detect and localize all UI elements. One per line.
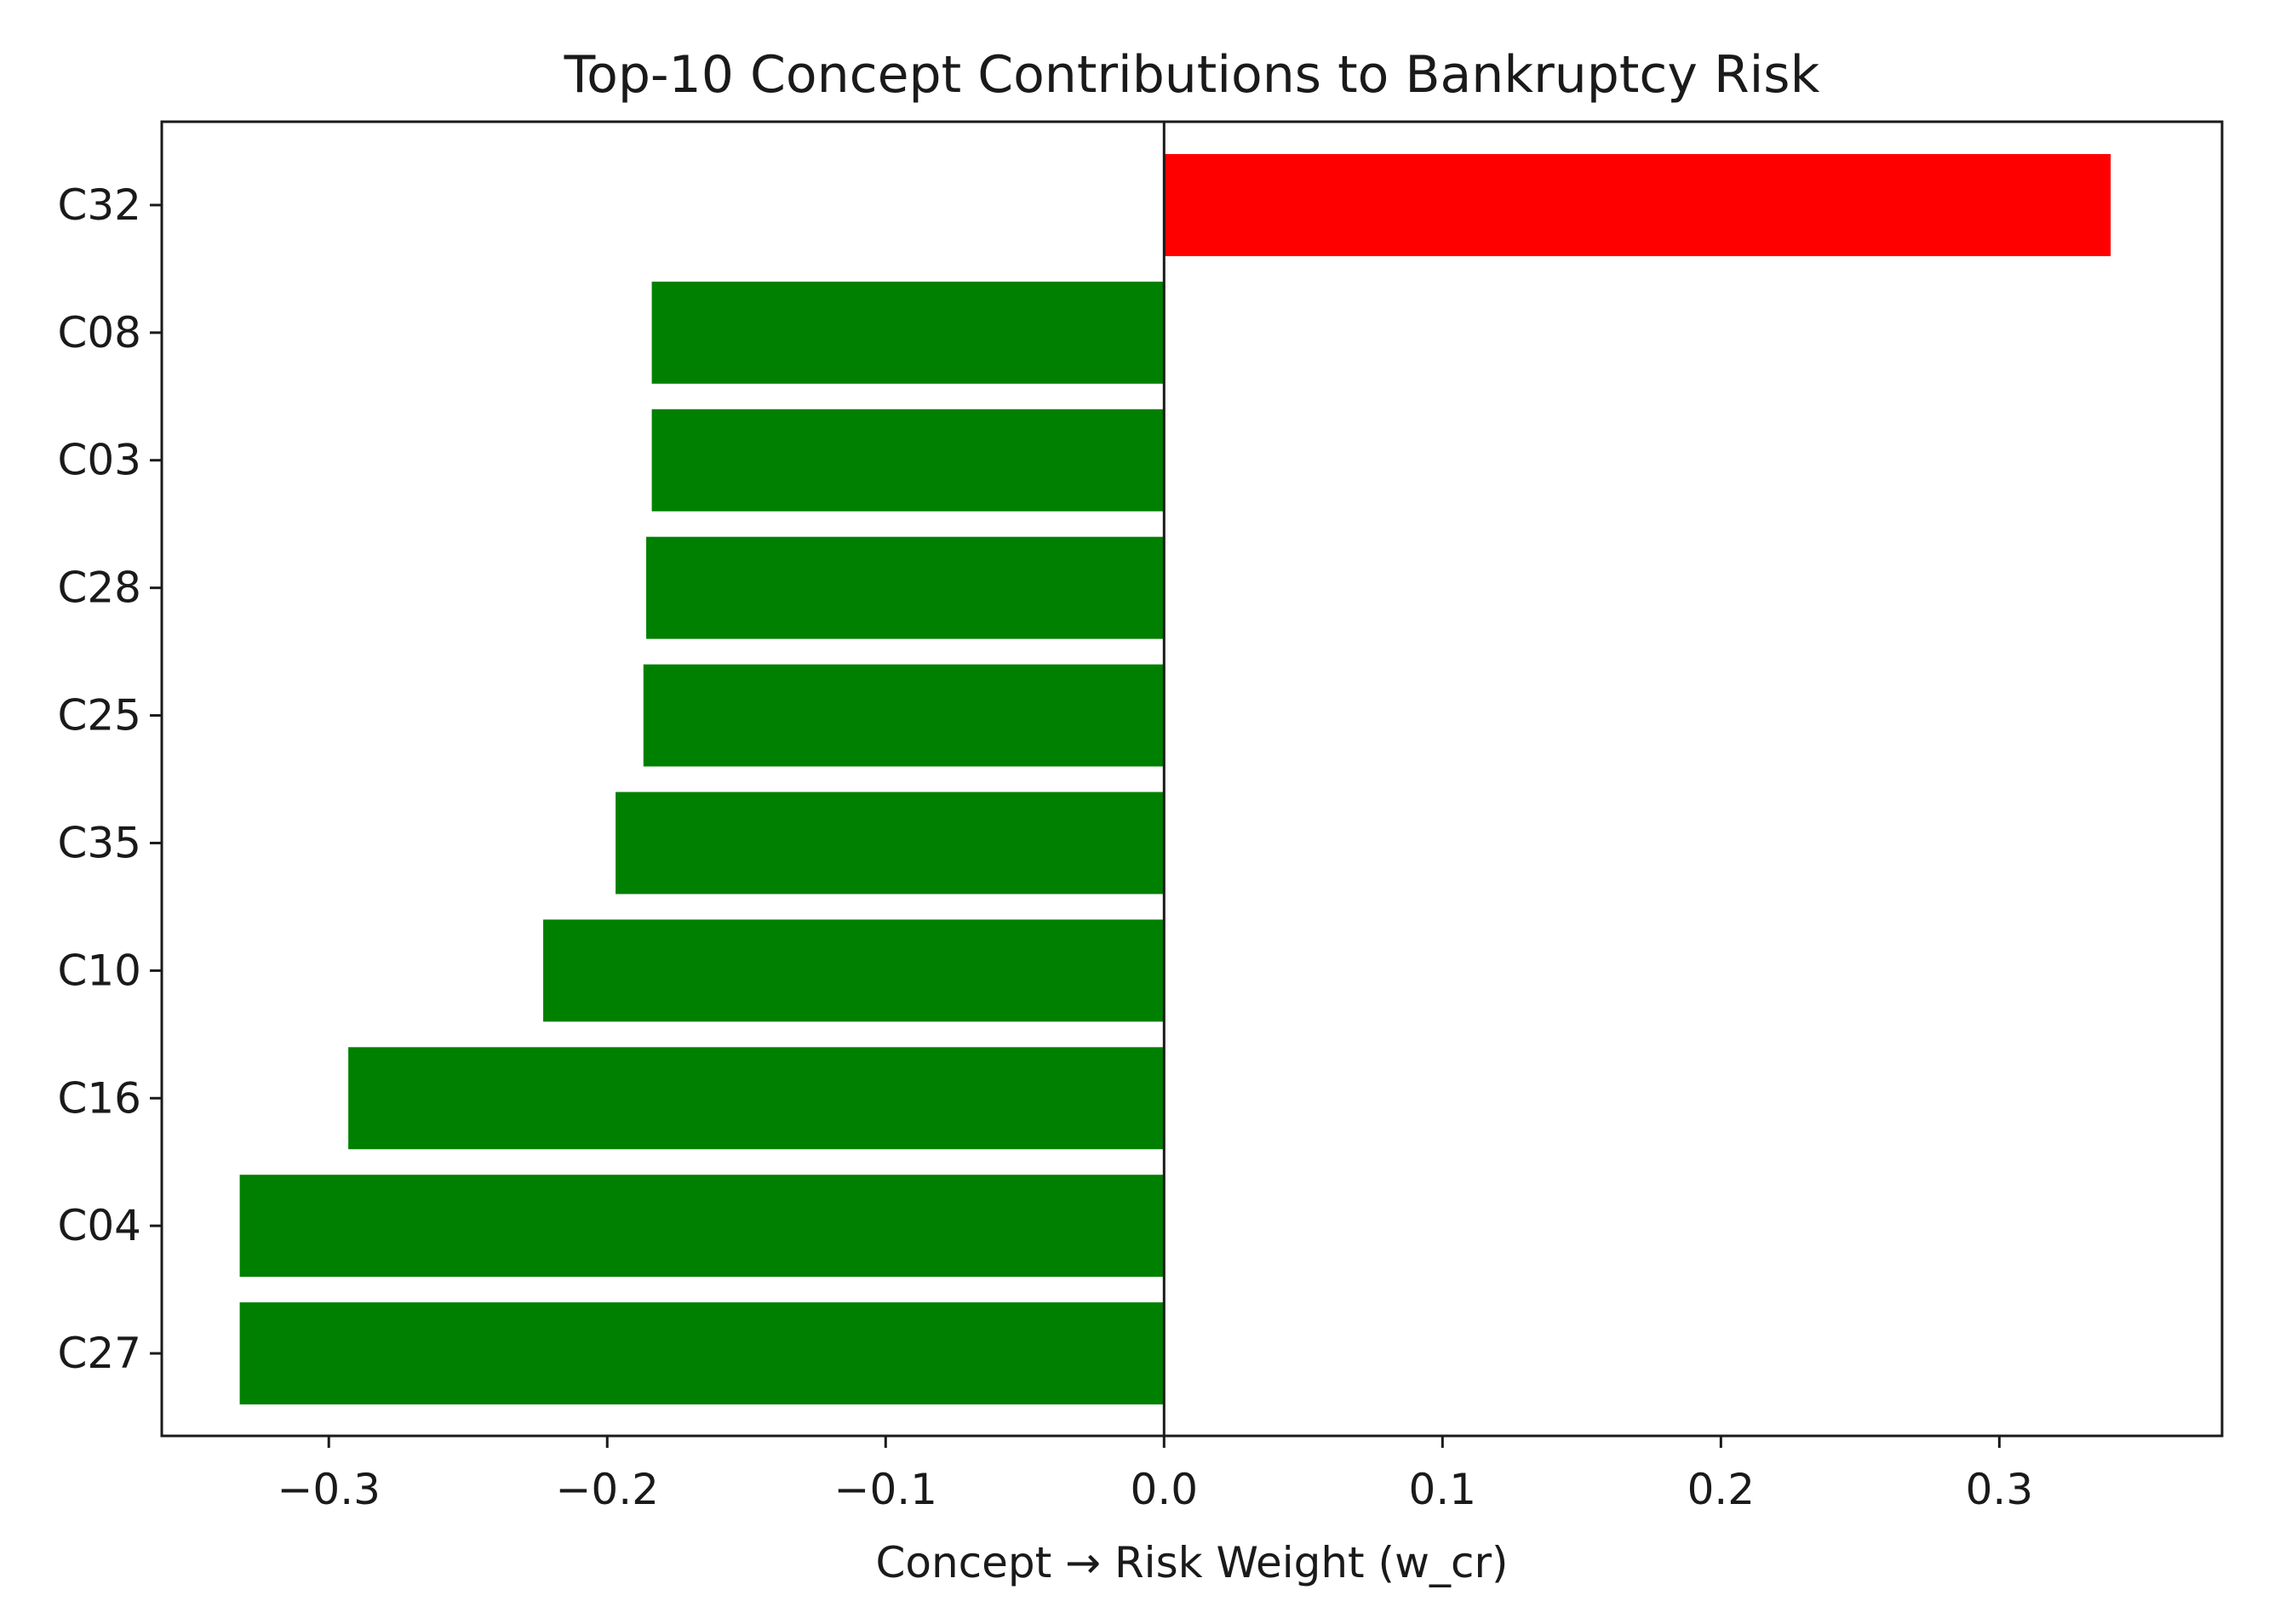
y-tick-label-c35: C35 (57, 818, 141, 867)
bar-c08 (651, 281, 1165, 384)
x-tick-label: 0.3 (1966, 1465, 2034, 1514)
y-tick-label-c10: C10 (57, 946, 141, 995)
bars-layer (239, 153, 2111, 1405)
x-axis-label: Concept → Risk Weight (w_cr) (875, 1538, 1508, 1587)
y-axis: C32 C08 C03 C28 C25 C35 C10 C16 C04 C27 (57, 180, 162, 1378)
bar-c10 (543, 919, 1165, 1022)
plot-frame (160, 120, 2224, 1438)
y-tick-label-c03: C03 (57, 436, 141, 485)
y-tick-label-c28: C28 (57, 563, 141, 613)
bar-c27 (239, 1302, 1165, 1405)
y-tick-label-c25: C25 (57, 691, 141, 741)
bar-c03 (651, 409, 1165, 512)
y-tick-label-c32: C32 (57, 180, 141, 230)
bar-c16 (348, 1047, 1165, 1150)
bar-c04 (239, 1175, 1165, 1278)
x-tick-label: 0.0 (1131, 1465, 1199, 1514)
y-tick-label-c16: C16 (57, 1073, 141, 1123)
bar-c28 (646, 536, 1165, 639)
y-tick-label-c08: C08 (57, 308, 141, 357)
x-tick-label: 0.2 (1687, 1465, 1756, 1514)
x-tick-label: −0.2 (556, 1465, 659, 1514)
bar-c25 (643, 664, 1165, 767)
bar-c35 (616, 792, 1165, 895)
bar-c32 (1164, 153, 2111, 256)
y-tick-label-c27: C27 (57, 1329, 141, 1378)
chart-title: Top-10 Concept Contributions to Bankrupt… (564, 45, 1820, 105)
x-axis: −0.3 −0.2 −0.1 0.0 0.1 0.2 0.3 (278, 1436, 2034, 1514)
x-tick-label: 0.1 (1409, 1465, 1477, 1514)
x-tick-label: −0.3 (278, 1465, 381, 1514)
x-tick-label: −0.1 (834, 1465, 937, 1514)
y-tick-label-c04: C04 (57, 1201, 141, 1250)
